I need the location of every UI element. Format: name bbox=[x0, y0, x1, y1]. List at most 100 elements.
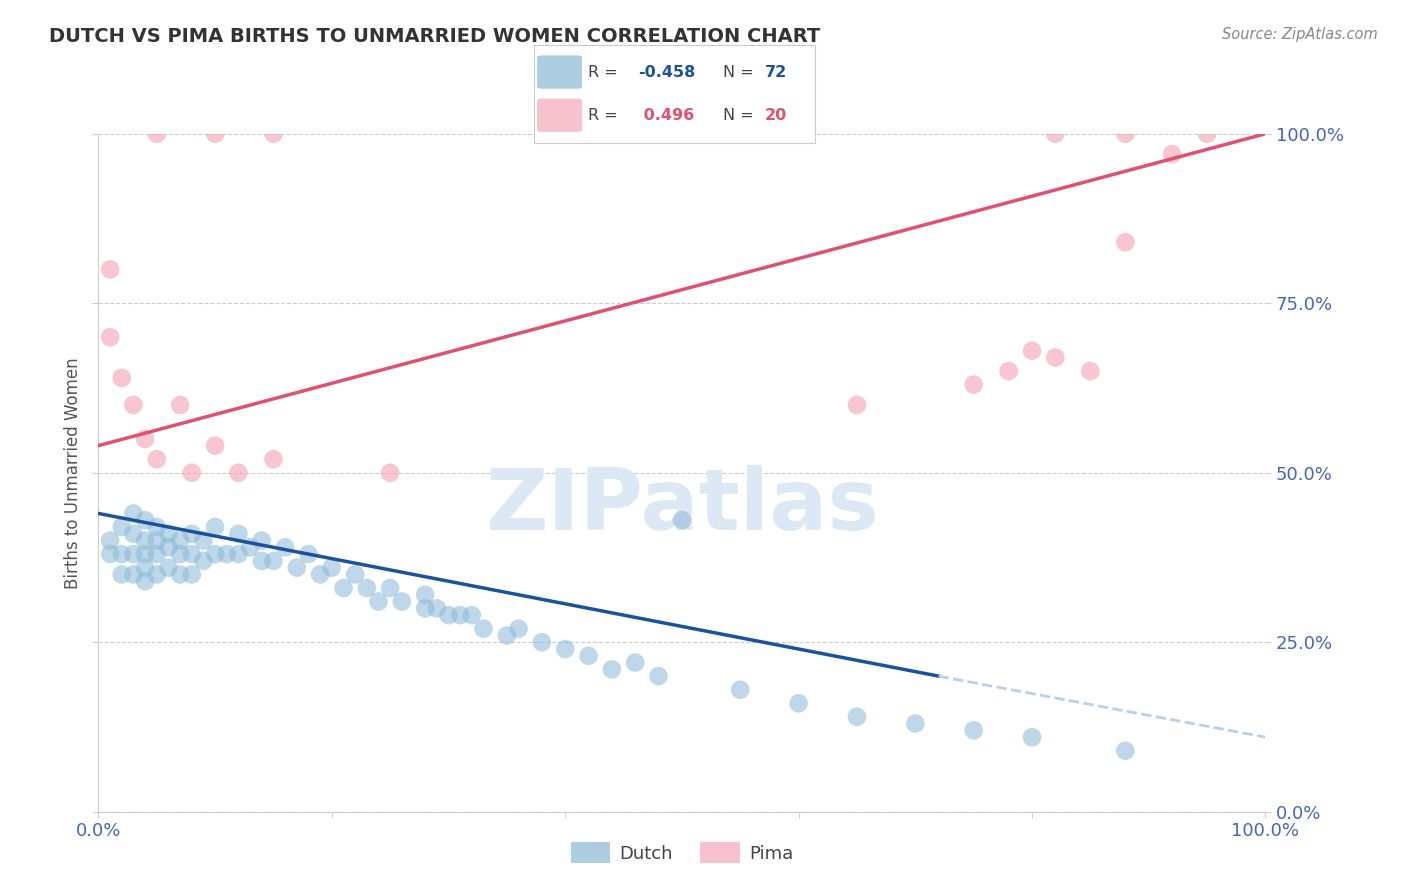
Point bbox=[297, 547, 319, 561]
Point bbox=[904, 716, 927, 731]
Point bbox=[134, 533, 156, 548]
Point bbox=[962, 723, 984, 738]
Point bbox=[157, 541, 180, 555]
Point bbox=[624, 656, 647, 670]
Point bbox=[146, 533, 169, 548]
Point bbox=[146, 567, 169, 582]
Point bbox=[1114, 744, 1136, 758]
Point bbox=[461, 608, 484, 623]
Point bbox=[845, 710, 868, 724]
Point bbox=[1195, 127, 1218, 141]
Point bbox=[180, 466, 202, 480]
Point bbox=[413, 601, 436, 615]
Point bbox=[228, 547, 250, 561]
Point bbox=[111, 520, 134, 534]
Point bbox=[309, 567, 332, 582]
Point bbox=[730, 682, 752, 697]
Point bbox=[204, 439, 226, 453]
Point bbox=[1021, 730, 1043, 744]
Text: 72: 72 bbox=[765, 64, 787, 79]
Text: DUTCH VS PIMA BIRTHS TO UNMARRIED WOMEN CORRELATION CHART: DUTCH VS PIMA BIRTHS TO UNMARRIED WOMEN … bbox=[49, 27, 821, 45]
Point bbox=[671, 513, 693, 527]
Point bbox=[554, 642, 576, 657]
Point bbox=[262, 127, 284, 141]
Point bbox=[647, 669, 669, 683]
Text: 0.496: 0.496 bbox=[638, 108, 695, 123]
Point bbox=[472, 622, 495, 636]
Point bbox=[274, 541, 297, 555]
Point bbox=[1045, 351, 1067, 365]
Point bbox=[157, 560, 180, 574]
Point bbox=[146, 547, 169, 561]
Point bbox=[180, 567, 202, 582]
Point bbox=[134, 547, 156, 561]
Point bbox=[146, 452, 169, 467]
Point bbox=[134, 560, 156, 574]
Point bbox=[378, 581, 402, 595]
Y-axis label: Births to Unmarried Women: Births to Unmarried Women bbox=[63, 357, 82, 589]
Point bbox=[250, 554, 273, 568]
Point bbox=[413, 588, 436, 602]
Point bbox=[122, 526, 145, 541]
Point bbox=[600, 662, 623, 676]
Point bbox=[845, 398, 868, 412]
Point bbox=[321, 560, 343, 574]
Point bbox=[332, 581, 354, 595]
Point bbox=[98, 547, 121, 561]
FancyBboxPatch shape bbox=[537, 55, 582, 89]
Point bbox=[449, 608, 471, 623]
Point bbox=[98, 262, 121, 277]
Point bbox=[530, 635, 553, 649]
Point bbox=[787, 696, 810, 710]
Text: 20: 20 bbox=[765, 108, 787, 123]
Point bbox=[426, 601, 449, 615]
Point bbox=[285, 560, 308, 574]
Text: R =: R = bbox=[588, 108, 623, 123]
Point bbox=[1045, 127, 1067, 141]
Point bbox=[146, 520, 169, 534]
Point bbox=[228, 466, 250, 480]
Point bbox=[146, 127, 169, 141]
Text: Source: ZipAtlas.com: Source: ZipAtlas.com bbox=[1222, 27, 1378, 42]
Point bbox=[378, 466, 402, 480]
Point bbox=[578, 648, 600, 663]
Point bbox=[1161, 147, 1184, 161]
Point bbox=[239, 541, 262, 555]
Point bbox=[1021, 343, 1043, 358]
Text: ZIPatlas: ZIPatlas bbox=[485, 465, 879, 549]
Point bbox=[250, 533, 273, 548]
Text: R =: R = bbox=[588, 64, 623, 79]
Point bbox=[344, 567, 367, 582]
Point bbox=[169, 567, 191, 582]
Point bbox=[1114, 235, 1136, 250]
Point bbox=[111, 567, 134, 582]
Point bbox=[111, 371, 134, 385]
Point bbox=[134, 574, 156, 589]
Point bbox=[997, 364, 1019, 378]
Point bbox=[204, 547, 226, 561]
Point bbox=[157, 526, 180, 541]
Point bbox=[495, 628, 517, 642]
Point bbox=[262, 554, 284, 568]
Point bbox=[367, 594, 389, 608]
Point bbox=[122, 398, 145, 412]
Point bbox=[122, 547, 145, 561]
Point bbox=[122, 567, 145, 582]
Point bbox=[134, 432, 156, 446]
Point bbox=[204, 520, 226, 534]
Point bbox=[180, 526, 202, 541]
FancyBboxPatch shape bbox=[537, 99, 582, 132]
Point bbox=[169, 398, 191, 412]
Point bbox=[1114, 127, 1136, 141]
Point bbox=[180, 547, 202, 561]
Point bbox=[111, 547, 134, 561]
Point bbox=[193, 554, 215, 568]
Point bbox=[356, 581, 378, 595]
Point bbox=[262, 452, 284, 467]
Point bbox=[215, 547, 238, 561]
Point bbox=[169, 533, 191, 548]
Point bbox=[193, 533, 215, 548]
Point bbox=[391, 594, 413, 608]
Point bbox=[98, 533, 121, 548]
Point bbox=[98, 330, 121, 344]
